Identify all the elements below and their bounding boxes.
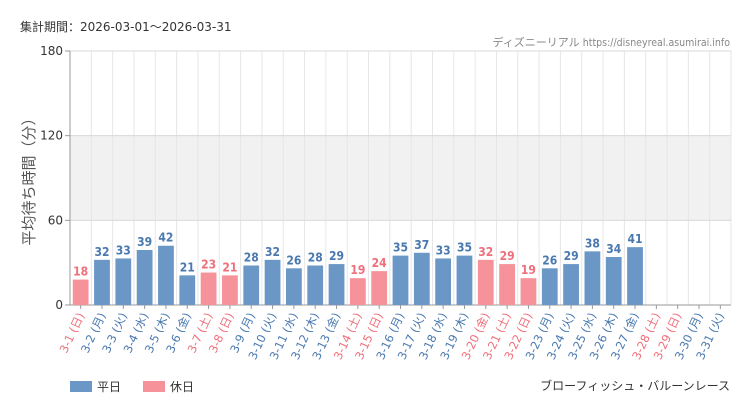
bar [264,259,281,305]
bar [605,257,622,305]
bar [222,275,238,305]
legend-weekday-swatch [70,381,92,392]
bar-value-label: 41 [628,232,643,246]
bar-value-label: 32 [94,245,109,259]
bar-value-label: 23 [201,258,216,272]
bar-value-label: 33 [436,243,451,257]
bar [584,251,601,305]
site-url[interactable]: https://disneyreal.asumirai.info [582,37,730,49]
bar [541,268,558,305]
y-axis-title: 平均待ち時間（分） [20,110,38,245]
bar-value-label: 35 [457,241,472,255]
bar-value-label: 26 [542,253,557,267]
period-label: 集計期間：2026-03-01〜2026-03-31 [20,20,232,34]
bar [136,249,153,305]
bar-value-label: 42 [158,231,173,245]
bar-value-label: 32 [478,245,493,259]
bar-value-label: 33 [116,243,131,257]
bar-value-label: 21 [180,260,195,274]
legend: 平日 休日 [70,378,216,395]
bar [435,258,452,305]
legend-weekday[interactable]: 平日 [70,378,121,395]
bar [371,271,388,305]
bar [627,247,643,305]
legend-holiday[interactable]: 休日 [143,378,194,395]
bar [413,252,430,305]
y-tick-label: 60 [48,213,63,227]
bar-value-label: 29 [564,249,579,263]
bar [499,264,516,305]
bar-value-label: 18 [73,265,88,279]
legend-holiday-swatch [143,381,166,392]
bar [94,259,110,305]
bar [563,264,579,305]
bar [200,272,217,305]
legend-holiday-label: 休日 [170,380,195,394]
bar [179,275,196,305]
bar-value-label: 19 [350,263,365,277]
source-credit[interactable]: ディズニーリアル https://disneyreal.asumirai.inf… [493,34,731,50]
site-name: ディズニーリアル [492,36,580,49]
legend-weekday-label: 平日 [97,380,122,394]
bar-value-label: 21 [222,260,237,274]
bar [349,278,366,305]
y-tick-label: 120 [40,129,63,143]
bar-value-label: 24 [372,256,388,270]
bar [456,255,473,305]
y-tick-label: 0 [55,298,63,312]
bar [477,259,494,305]
bar-value-label: 39 [137,235,152,249]
bar-value-label: 35 [393,241,408,255]
bar-value-label: 32 [265,245,280,259]
bar-value-label: 29 [329,249,344,263]
bar [285,268,302,305]
bar-value-label: 28 [308,250,323,264]
bar-value-label: 29 [500,249,515,263]
bar [115,258,132,305]
bar [307,265,324,305]
bar [392,255,409,305]
bar [158,245,174,305]
bar [243,265,260,305]
bar [72,279,89,305]
bar [520,278,537,305]
y-tick-label: 180 [40,44,63,58]
bar [328,264,345,305]
shaded-band [70,135,731,221]
bar-value-label: 28 [244,250,259,264]
bar-value-label: 26 [286,253,301,267]
bar-value-label: 19 [521,263,536,277]
bar-value-label: 38 [585,236,600,250]
bar-value-label: 34 [606,242,622,256]
bar-value-label: 37 [414,238,429,252]
attraction-name: ブローフィッシュ・バルーンレース [540,379,730,393]
